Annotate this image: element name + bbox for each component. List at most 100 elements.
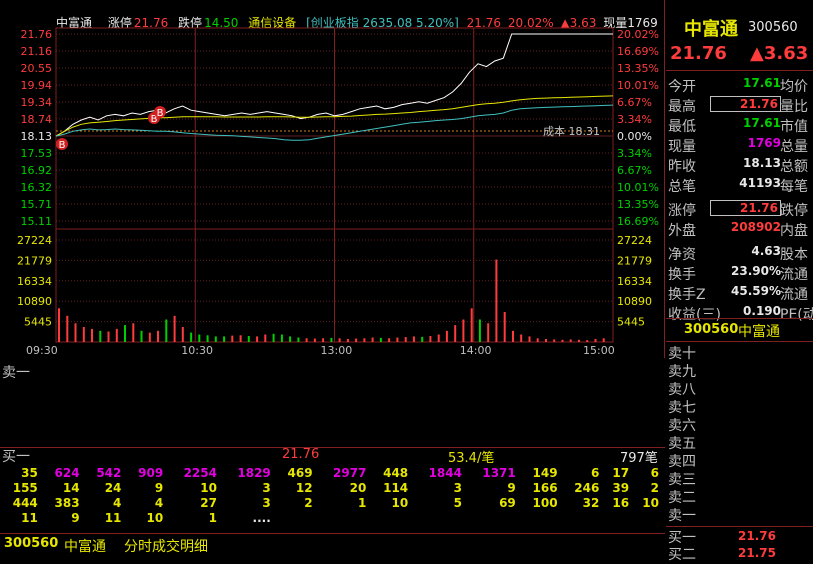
time-tick-label: 14:00 xyxy=(460,344,492,357)
buy-marker[interactable] xyxy=(154,106,166,118)
volume-bar xyxy=(148,332,151,342)
quote-stat-row: 总笔 41193 每笔 xyxy=(666,176,813,196)
quote-stat-row: 净资 4.63 股本 xyxy=(666,244,813,264)
trade-cell: 20 xyxy=(349,480,367,495)
price-tick-label: 15.11 xyxy=(21,215,53,228)
volume-bar xyxy=(429,336,432,342)
index-text[interactable]: [创业板指 2635.08 5.20%] xyxy=(306,16,459,30)
trade-cell: 444 xyxy=(12,495,38,510)
volume-bar xyxy=(512,330,514,342)
time-tick-label: 09:30 xyxy=(26,344,58,357)
trade-cell: 10 xyxy=(391,495,409,510)
volume-bar xyxy=(586,340,589,342)
price-tick-label: 20.55 xyxy=(21,62,53,75)
volume-bar xyxy=(305,338,308,342)
trade-cell xyxy=(317,510,371,525)
quote-stat-label-2: 股本 xyxy=(780,247,808,263)
quote-stat-row: 换手Z 45.59% 流通 xyxy=(666,284,813,304)
volume-bar xyxy=(371,337,374,342)
volume-tick-label: 21779 xyxy=(17,254,52,267)
quote-price: 21.76 xyxy=(670,43,727,64)
last-price: 21.76 xyxy=(466,16,502,30)
pct-tick-label: 20.02% xyxy=(617,28,659,41)
price-tick-label: 21.76 xyxy=(21,28,53,41)
limit-up-value: 21.76 xyxy=(133,16,169,30)
trade-cell: 11 xyxy=(21,510,38,525)
trade-cell: 9 xyxy=(154,480,164,495)
footer-name: 中富通 xyxy=(64,539,106,555)
quote-stat-label: 最低 xyxy=(668,119,696,135)
quote-stat-label-2: 跌停 xyxy=(780,203,808,219)
trade-cell: 14 xyxy=(62,480,80,495)
quote-change: ▲3.63 xyxy=(750,43,809,64)
volume-bar xyxy=(561,339,564,342)
pct-tick-label: 6.67% xyxy=(617,96,652,109)
volume-bar xyxy=(91,328,93,342)
quote-stat-label: 净资 xyxy=(668,247,696,263)
trade-cell: 24 xyxy=(104,480,122,495)
quote-stat-row: 昨收 18.13 总额 xyxy=(666,156,813,176)
volume-bar xyxy=(140,330,143,342)
per-trade-value: 53.4/笔 xyxy=(448,451,495,466)
trade-row: 35 624 542 909 2254 1829 469 2977 448 1844 1371 149… xyxy=(0,465,663,480)
volume-bar xyxy=(594,339,597,342)
ask-level-label: 卖八 xyxy=(668,382,696,398)
trade-cell: 2977 xyxy=(332,465,367,480)
trade-cell: 4 xyxy=(154,495,164,510)
trade-cell: 166 xyxy=(532,480,558,495)
bid-one-label: 买一 xyxy=(2,449,30,465)
price-tick-label: 18.74 xyxy=(21,113,53,126)
ask-level-label: 卖一 xyxy=(668,508,696,524)
trade-cell: 5 xyxy=(453,495,462,510)
intraday-chart-panel[interactable]: 中富通 涨停 21.76 跌停 14.50 通信设备 [创业板指 2635.08 5… xyxy=(0,0,665,358)
volume-tick-label: 10890 xyxy=(617,295,652,308)
divider xyxy=(666,318,813,319)
buy-marker[interactable] xyxy=(56,138,68,150)
limit-down-label: 跌停 xyxy=(178,16,203,30)
quote-stat-value: 1769 xyxy=(747,136,781,150)
trade-cell: 10 xyxy=(642,495,659,510)
quote-stat-label: 涨停 xyxy=(668,203,696,219)
divider xyxy=(666,526,813,527)
volume-bar xyxy=(322,338,325,342)
bid-level-label: 买一 xyxy=(668,530,696,546)
trade-cell: 909 xyxy=(138,465,164,480)
volume-bar xyxy=(404,337,407,342)
chart-info-bar: 中富通 涨停 21.76 跌停 14.50 通信设备 [创业板指 2635.08 5… xyxy=(56,14,664,32)
volume-bar xyxy=(520,334,523,342)
price-tick-label: 19.94 xyxy=(21,79,53,92)
volume-bar xyxy=(363,338,366,342)
trade-cell: 1 xyxy=(208,510,217,525)
sector-label[interactable]: 通信设备 xyxy=(248,16,297,30)
bid-one-price: 21.76 xyxy=(282,447,320,462)
trade-cell xyxy=(275,510,317,525)
trade-cell xyxy=(412,510,466,525)
volume-bar xyxy=(355,338,358,342)
time-tick-label: 15:00 xyxy=(583,344,615,357)
footer-title: 分时成交明细 xyxy=(124,539,208,555)
trade-cell: 1844 xyxy=(428,465,462,480)
volume-bar xyxy=(280,334,283,342)
chart-canvas[interactable]: 21.76 20.02% 21.16 16.69% 20.55 13.35% 19.94 10… xyxy=(0,0,665,358)
trade-cell xyxy=(603,510,633,525)
price-tick-label: 19.34 xyxy=(21,96,53,109)
trade-cell: 1 xyxy=(358,495,367,510)
quote-stat-label-2: 市值 xyxy=(780,119,808,135)
trade-cell: 469 xyxy=(287,465,313,480)
divider xyxy=(666,341,813,342)
ask-level-label: 卖二 xyxy=(668,490,696,506)
volume-bar xyxy=(528,336,531,342)
quote-stat-label-2: 量比 xyxy=(780,99,808,115)
footer-bar: 300560 中富通 分时成交明细 xyxy=(0,534,665,555)
trade-cell: 100 xyxy=(532,495,558,510)
quote-stat-label: 换手 xyxy=(668,267,696,283)
divider xyxy=(0,447,665,448)
trade-row: 155 14 24 9 10 3 12 20 114 3 9 166 246 39 2 xyxy=(0,480,663,495)
ask-level-label: 卖十 xyxy=(668,346,696,362)
trade-detail-table[interactable]: 35 624 542 909 2254 1829 469 2977 448 1844 1371 149… xyxy=(0,465,665,525)
trade-cell: 9 xyxy=(71,510,80,525)
quote-stat-value: 18.13 xyxy=(743,156,781,170)
divider xyxy=(666,70,813,71)
quote-stat-row: 换手 23.90% 流通 xyxy=(666,264,813,284)
trade-cell xyxy=(562,510,604,525)
